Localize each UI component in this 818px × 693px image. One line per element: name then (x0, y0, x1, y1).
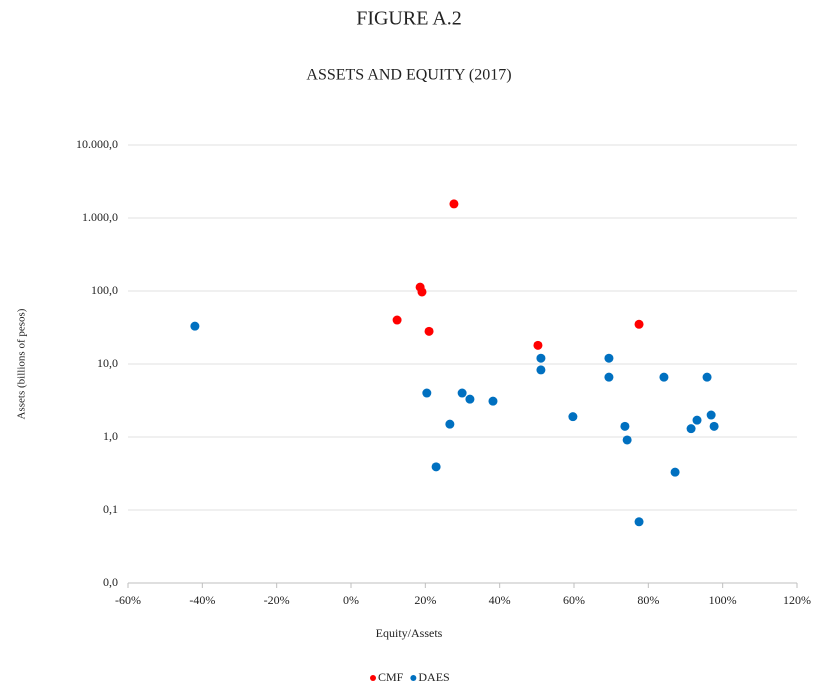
point (706, 410, 716, 420)
point (392, 315, 402, 325)
legend-marker (410, 675, 417, 681)
legend-marker (370, 675, 376, 681)
y-tick-label: 100,0 (91, 283, 118, 297)
y-axis-label: Assets (billions of pesos) (16, 308, 28, 419)
point (620, 421, 630, 431)
point (190, 321, 200, 331)
x-tick-label: -20% (264, 593, 290, 607)
point (449, 199, 459, 209)
point (702, 372, 712, 382)
x-tick-label: 20% (414, 593, 436, 607)
point (536, 365, 546, 375)
point (465, 394, 475, 404)
point (457, 388, 467, 398)
point (604, 372, 614, 382)
x-axis-label: Equity/Assets (376, 626, 443, 640)
point (422, 388, 432, 398)
y-tick-label: 0,1 (103, 502, 118, 516)
point (604, 353, 614, 363)
x-tick-label: 120% (783, 593, 811, 607)
y-tick-label: 1.000,0 (82, 210, 118, 224)
x-tick-label: 100% (709, 593, 737, 607)
point (622, 435, 632, 445)
point (634, 517, 644, 527)
point (709, 421, 719, 431)
point (659, 372, 669, 382)
x-tick-label: 0% (343, 593, 359, 607)
point (445, 419, 455, 429)
chart-subtitle: ASSETS AND EQUITY (2017) (306, 67, 511, 84)
point (692, 415, 702, 425)
point (431, 462, 441, 472)
x-tick-label: -40% (189, 593, 215, 607)
x-tick-label: 40% (489, 593, 511, 607)
y-tick-label: 10.000,0 (76, 137, 118, 151)
point (634, 319, 644, 329)
chart-title: FIGURE A.2 (356, 8, 462, 30)
x-tick-label: 80% (637, 593, 659, 607)
x-tick-label: 60% (563, 593, 585, 607)
point (533, 340, 543, 350)
point (686, 424, 696, 434)
point (670, 467, 680, 477)
y-tick-label: 0,0 (103, 575, 118, 589)
legend-label: DAES (418, 670, 449, 684)
point (536, 353, 546, 363)
y-tick-label: 10,0 (97, 356, 118, 370)
point (424, 326, 434, 336)
y-tick-label: 1,0 (103, 429, 118, 443)
x-tick-label: -60% (115, 593, 141, 607)
point (568, 412, 578, 422)
point (488, 396, 498, 406)
point (417, 287, 427, 297)
legend-label: CMF (378, 670, 404, 684)
